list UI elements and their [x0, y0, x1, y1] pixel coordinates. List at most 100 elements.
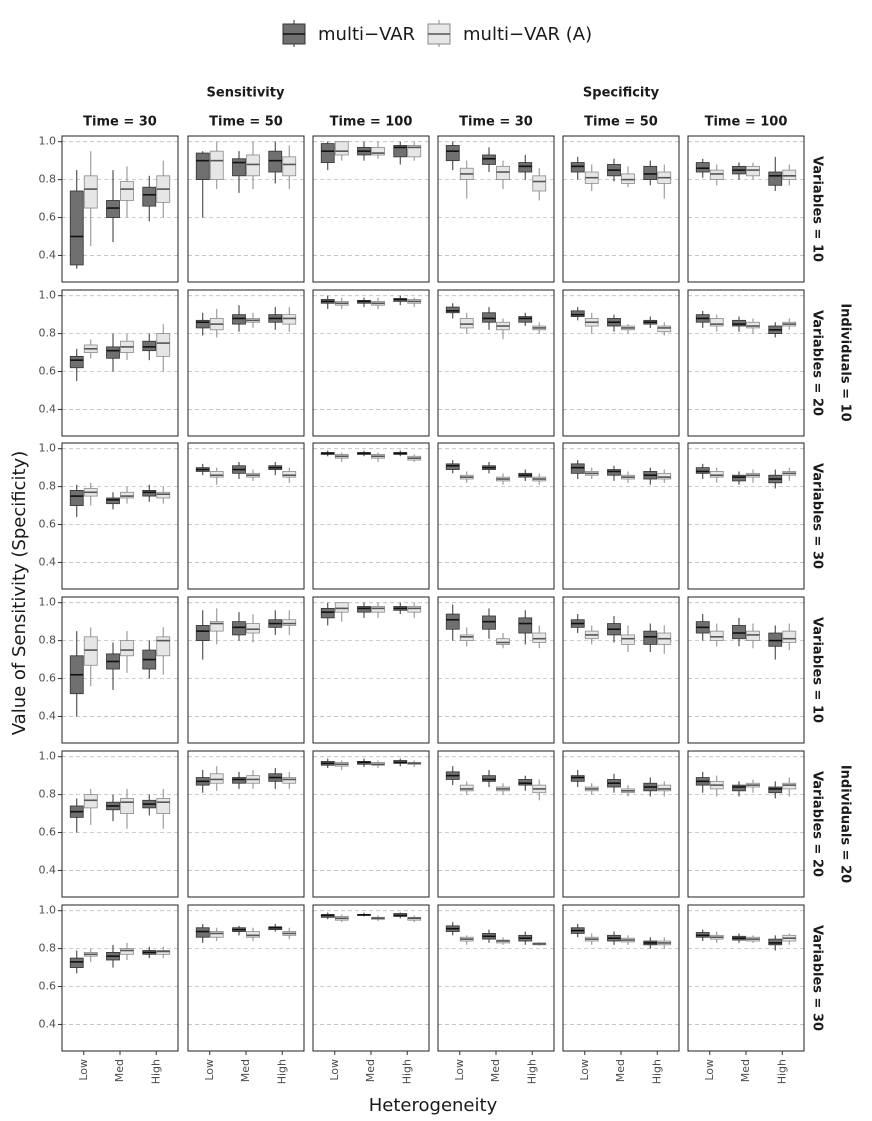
box [282, 314, 297, 325]
y-tick-label: 0.8 [39, 942, 57, 955]
column-label: Time = 50 [584, 115, 658, 130]
y-tick-label: 0.4 [39, 1017, 57, 1030]
box [83, 794, 98, 809]
y-tick-label: 1.0 [39, 750, 57, 763]
box [142, 186, 157, 207]
panel-border [187, 135, 305, 283]
box [607, 469, 621, 476]
x-tick-label: High [400, 1059, 413, 1084]
row-label: Variables = 10 [810, 156, 825, 262]
box [320, 607, 335, 619]
box [120, 640, 134, 657]
panel-border [437, 596, 555, 744]
panel [563, 905, 679, 1051]
box [709, 318, 724, 327]
y-tick-label: 0.8 [39, 327, 57, 340]
panel-border [187, 289, 305, 437]
box [482, 775, 496, 782]
y-tick-label: 1.0 [39, 596, 57, 609]
box [732, 784, 746, 792]
y-tick-label: 0.4 [39, 709, 57, 722]
box [106, 346, 120, 359]
y-tick-label: 0.8 [39, 788, 57, 801]
box [334, 602, 349, 613]
column-label: Time = 100 [705, 115, 788, 130]
row-label: Variables = 20 [810, 310, 825, 416]
box [232, 158, 246, 177]
y-tick-label: 1.0 [39, 289, 57, 302]
box [518, 779, 533, 786]
panel [62, 443, 178, 589]
panel-border [187, 442, 305, 590]
x-axis-label: Heterogeneity [369, 1095, 498, 1116]
box [782, 782, 797, 790]
x-tick-label: Low [703, 1059, 716, 1081]
box [459, 784, 474, 792]
y-tick-label: 0.6 [39, 365, 57, 378]
box [570, 463, 585, 474]
box [232, 621, 246, 636]
box [209, 471, 224, 478]
legend-label: multi−VAR (A) [463, 24, 592, 45]
box [209, 931, 224, 938]
box [532, 632, 547, 643]
y-axis-label: Value of Sensitivity (Specificity) [9, 451, 30, 735]
box [445, 145, 460, 162]
y-tick-label: 0.4 [39, 402, 57, 415]
box [120, 798, 134, 814]
box [445, 463, 460, 470]
panel-border [437, 750, 555, 898]
box [334, 141, 349, 156]
box [570, 310, 585, 317]
box [746, 321, 760, 329]
box [768, 786, 783, 794]
y-tick-label: 0.8 [39, 480, 57, 493]
box [320, 143, 335, 163]
panel-border [562, 596, 680, 744]
x-tick-label: Low [578, 1059, 591, 1081]
legend-label: multi−VAR [318, 24, 415, 45]
box [459, 634, 474, 642]
panel-border [61, 904, 179, 1052]
panel [688, 905, 804, 1051]
panel-border [187, 904, 305, 1052]
y-tick-label: 0.4 [39, 863, 57, 876]
panel [563, 751, 679, 897]
box [282, 156, 297, 177]
y-tick-label: 1.0 [39, 135, 57, 148]
panel-border [312, 135, 430, 283]
panel-border [437, 442, 555, 590]
y-tick-label: 0.6 [39, 826, 57, 839]
x-tick-label: Low [203, 1059, 216, 1081]
box [518, 316, 533, 323]
box [246, 154, 260, 177]
box [459, 318, 474, 329]
box [732, 474, 746, 482]
column-group-label: Sensitivity [207, 86, 285, 101]
panel-border [687, 904, 805, 1052]
x-tick-label: High [149, 1059, 162, 1084]
panel [313, 290, 429, 436]
box [120, 491, 134, 499]
box [156, 798, 171, 814]
panel-border [687, 596, 805, 744]
panel [313, 751, 429, 897]
box [83, 175, 98, 209]
box [69, 490, 84, 506]
panel-border [61, 442, 179, 590]
row-group-label: Individuals = 20 [838, 765, 853, 883]
panel-border [61, 135, 179, 283]
box [768, 171, 783, 186]
box [709, 169, 724, 181]
box [496, 165, 510, 181]
box [69, 190, 84, 266]
box [142, 340, 157, 352]
box [83, 636, 98, 666]
box [643, 165, 658, 181]
box [357, 606, 371, 613]
box [156, 636, 171, 657]
panel [188, 290, 304, 436]
box [209, 621, 224, 632]
box [732, 319, 746, 327]
